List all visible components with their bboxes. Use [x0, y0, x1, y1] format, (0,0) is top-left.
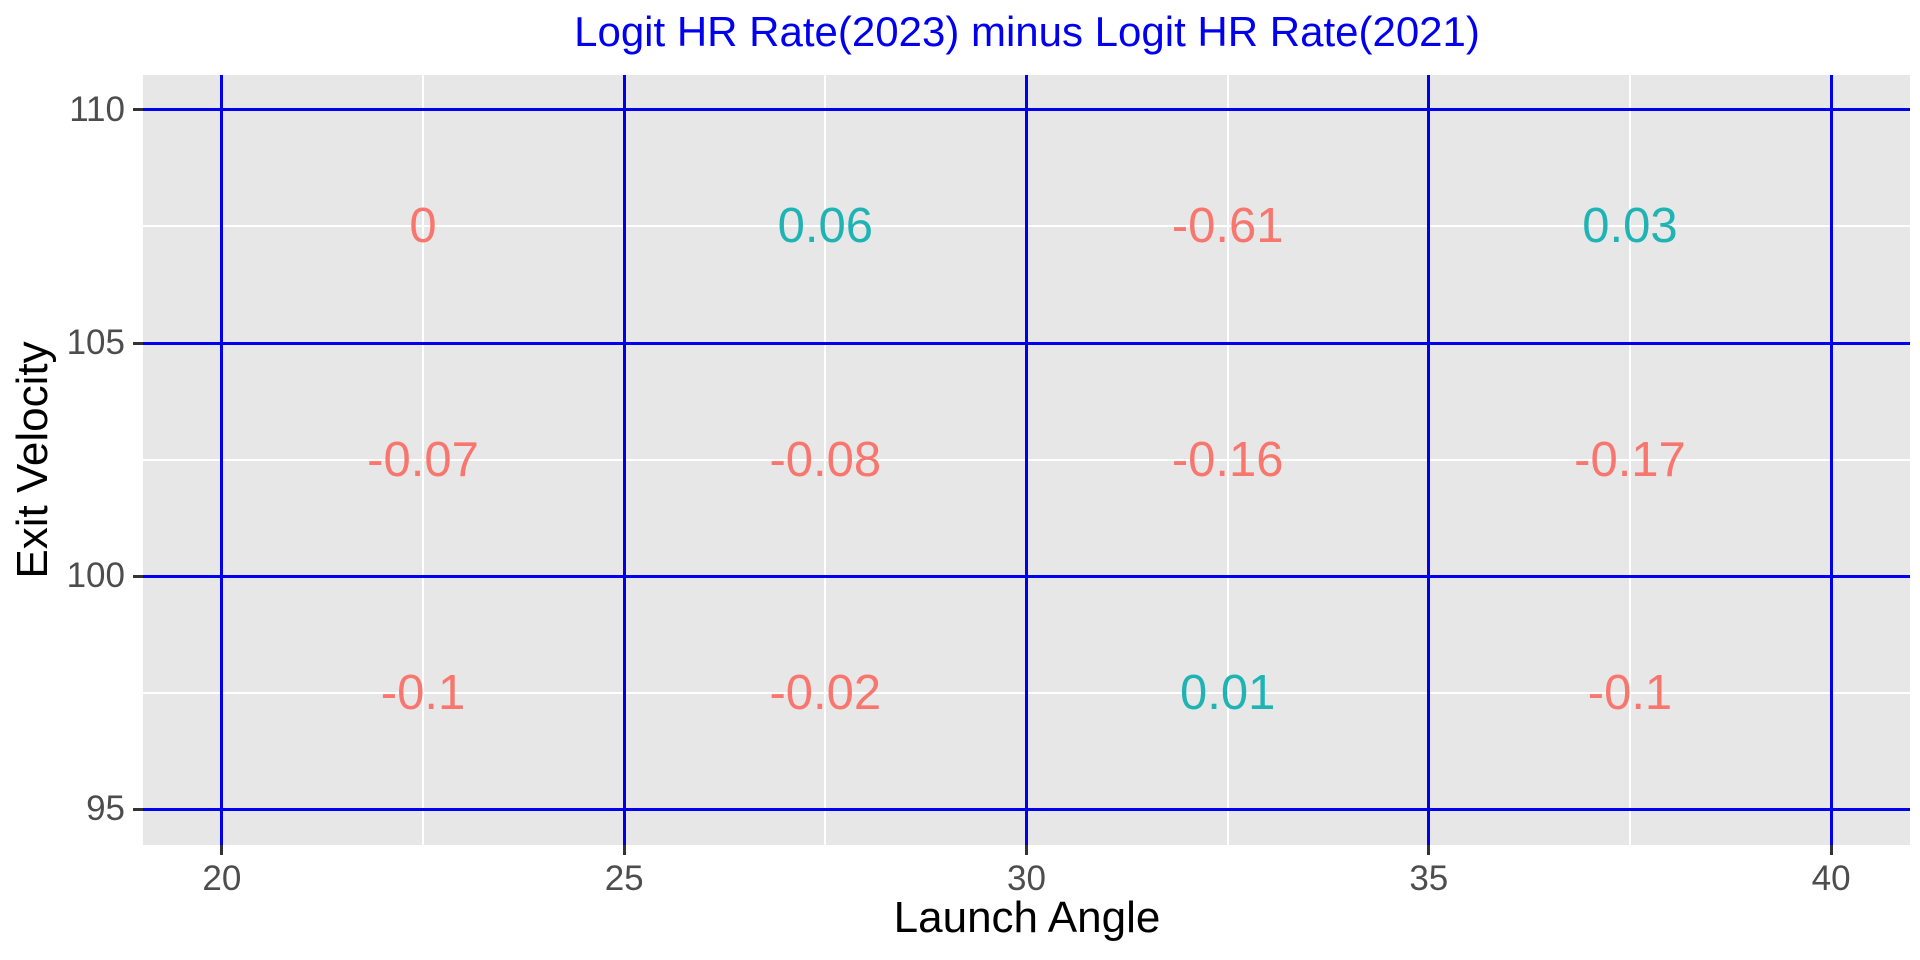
y-tick-mark	[133, 807, 143, 811]
x-tick-mark	[622, 845, 626, 855]
major-gridline-y	[143, 341, 1910, 345]
major-gridline-x	[1829, 75, 1833, 845]
x-tick-label: 20	[202, 859, 242, 898]
major-gridline-x	[1025, 75, 1028, 845]
cell-value: -0.07	[367, 432, 479, 487]
y-tick-label: 110	[69, 89, 125, 129]
cell-value: -0.17	[1574, 432, 1686, 487]
x-axis-title: Launch Angle	[893, 893, 1161, 942]
x-tick-label: 25	[604, 859, 644, 898]
x-tick-mark	[1025, 845, 1028, 855]
y-tick-label: 105	[66, 323, 125, 362]
cell-value: -0.1	[1587, 665, 1673, 720]
x-tick-label: 30	[1007, 859, 1046, 898]
cell-value: -0.08	[769, 432, 882, 487]
y-axis-title: Exit Velocity	[8, 341, 57, 579]
x-tick-label: 35	[1409, 859, 1449, 898]
y-tick-mark	[133, 574, 143, 578]
cell-value: 0	[409, 199, 437, 254]
x-tick-mark	[220, 845, 224, 855]
chart-title: Logit HR Rate(2023) minus Logit HR Rate(…	[574, 8, 1480, 55]
major-gridline-x	[622, 75, 626, 845]
y-tick-mark	[133, 108, 143, 112]
x-tick-mark	[1427, 845, 1431, 855]
cell-value: 0.03	[1582, 199, 1678, 254]
y-tick-mark	[133, 341, 143, 345]
major-gridline-y	[143, 574, 1910, 578]
y-tick-label: 95	[86, 789, 125, 829]
y-tick-label: 100	[66, 556, 125, 596]
cell-value: -0.1	[380, 665, 466, 720]
x-tick-mark	[1829, 845, 1833, 855]
major-gridline-x	[1427, 75, 1431, 845]
cell-value: -0.16	[1171, 432, 1284, 487]
x-tick-label: 40	[1811, 859, 1851, 898]
major-gridline-y	[143, 108, 1910, 112]
cell-value: -0.61	[1171, 199, 1284, 254]
major-gridline-y	[143, 807, 1910, 811]
cell-value: 0.01	[1179, 665, 1276, 720]
major-gridline-x	[220, 75, 224, 845]
cell-value: 0.06	[777, 199, 874, 254]
cell-value: -0.02	[769, 665, 882, 720]
